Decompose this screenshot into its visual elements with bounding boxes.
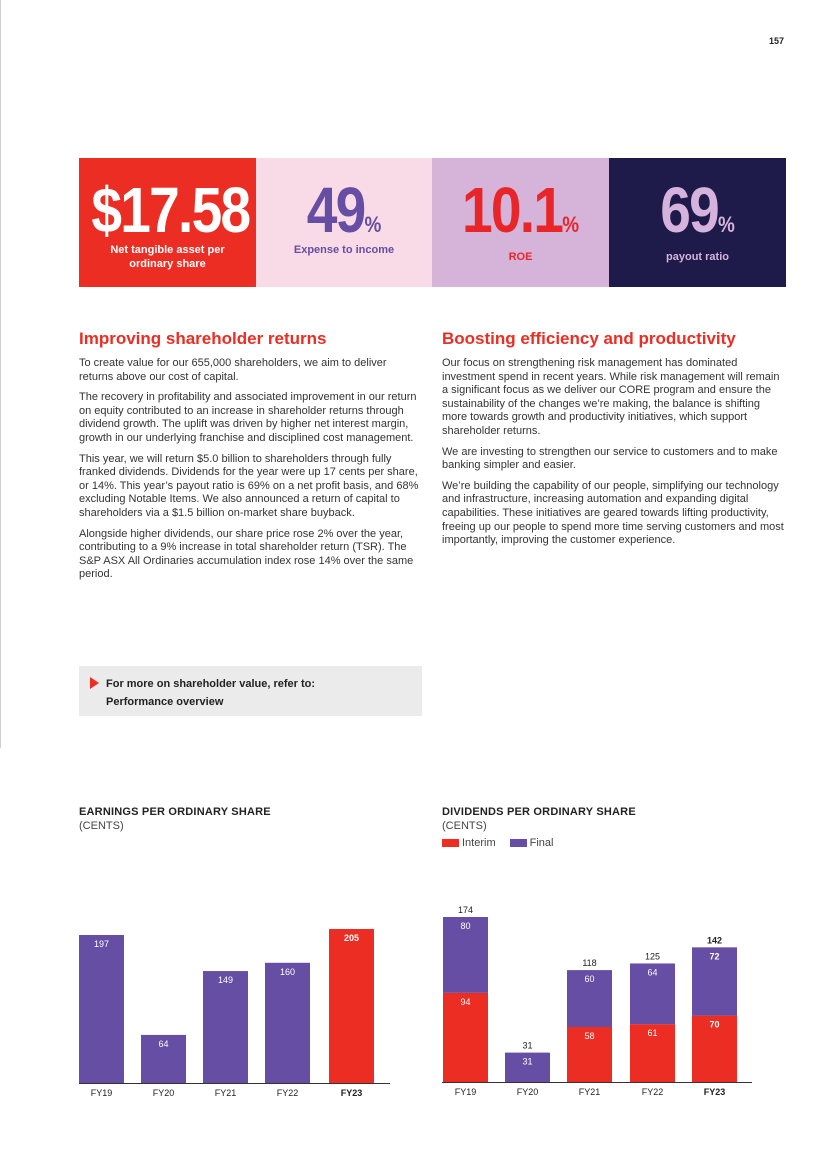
dps-total-label: 142 (707, 935, 722, 945)
section-heading: Improving shareholder returns (79, 329, 327, 348)
dps-interim-label: 94 (460, 997, 470, 1007)
kpi-label: payout ratio (666, 251, 729, 263)
eps-data-label: 149 (218, 975, 233, 985)
kpi-label: Expense to income (293, 244, 395, 256)
dps-bar-interim-fy23 (692, 1015, 737, 1082)
kpi-label: ROE (508, 251, 533, 263)
paragraph: Our focus on strengthening risk manageme… (442, 357, 780, 437)
eps-tick-label: FY21 (215, 1088, 237, 1098)
kpi-expense-to-income: 49% Expense to income (256, 158, 432, 287)
eps-tick-label: FY22 (277, 1088, 299, 1098)
dps-chart-subtitle: (CENTS) (442, 820, 487, 832)
dps-final-label: 64 (647, 967, 657, 977)
dps-tick-label: FY22 (642, 1087, 664, 1097)
kpi-roe: 10.1% ROE (432, 158, 609, 287)
eps-tick-label: FY20 (153, 1088, 175, 1098)
dps-tick-label: FY23 (704, 1087, 726, 1097)
eps-chart-subtitle: (CENTS) (79, 820, 124, 832)
dps-interim-label: 70 (709, 1020, 719, 1030)
dps-tick-label: FY19 (455, 1087, 477, 1097)
kpi-banner: $17.58 Net tangible asset per ordinary s… (79, 158, 786, 287)
dps-bar-final-fy20 (505, 1052, 550, 1082)
eps-bar-fy22 (265, 962, 310, 1083)
kpi-value: 69% (660, 174, 735, 246)
dps-legend: Interim Final (442, 837, 567, 849)
paragraph: The recovery in profitability and associ… (79, 391, 417, 444)
kpi-value: 10.1% (461, 174, 580, 246)
dps-bar-final-fy22 (630, 963, 675, 1025)
dps-final-label: 31 (522, 1057, 532, 1067)
legend-swatch (442, 839, 459, 847)
legend-swatch (509, 839, 527, 847)
eps-bar-fy19 (79, 935, 124, 1083)
legend-label: Final (529, 837, 554, 849)
kpi-value: $17.58 (91, 174, 251, 246)
dps-bar-interim-fy22 (630, 1024, 675, 1082)
paragraph: We are investing to strengthen our servi… (442, 445, 778, 472)
shareholder-returns-section: Improving shareholder returns To create … (79, 329, 419, 589)
dps-interim-label: 61 (647, 1028, 657, 1038)
dps-bar-interim-fy21 (567, 1027, 612, 1082)
performance-overview-link[interactable]: Performance overview (106, 696, 224, 708)
dps-bar-final-fy23 (692, 947, 737, 1016)
eps-bar-fy23 (329, 929, 374, 1083)
dps-tick-label: FY20 (517, 1087, 539, 1097)
efficiency-section: Boosting efficiency and productivity Our… (442, 329, 787, 555)
page-number: 157 (769, 36, 785, 46)
eps-data-label: 64 (158, 1039, 168, 1049)
eps-tick-label: FY19 (91, 1088, 113, 1098)
more-info-text: For more on shareholder value, refer to: (106, 678, 316, 690)
dps-total-label: 174 (458, 905, 473, 915)
legend-label: Interim (462, 837, 496, 849)
eps-data-label: 197 (94, 939, 109, 949)
dps-bar-final-fy21 (567, 970, 612, 1027)
dps-total-label: 31 (522, 1041, 532, 1051)
page-margin-rule (0, 0, 1, 748)
eps-data-label: 205 (344, 933, 359, 943)
dps-chart-title: DIVIDENDS PER ORDINARY SHARE (442, 806, 636, 818)
dps-total-label: 125 (645, 951, 660, 961)
kpi-payout-ratio: 69% payout ratio (609, 158, 786, 287)
dps-bar-interim-fy19 (443, 992, 488, 1082)
dps-final-label: 80 (460, 921, 470, 931)
dps-final-label: 72 (709, 951, 719, 961)
paragraph: Alongside higher dividends, our share pr… (79, 527, 414, 581)
eps-chart-title: EARNINGS PER ORDINARY SHARE (79, 806, 271, 818)
paragraph: We’re building the capability of our peo… (442, 479, 784, 547)
eps-data-label: 160 (280, 967, 295, 977)
dps-final-label: 60 (584, 974, 594, 984)
dps-bar-final-fy19 (443, 917, 488, 993)
kpi-net-tangible-asset: $17.58 Net tangible asset per ordinary s… (79, 158, 256, 287)
dps-interim-label: 58 (584, 1031, 594, 1041)
eps-bar-fy21 (203, 971, 248, 1083)
more-info-callout[interactable]: For more on shareholder value, refer to:… (79, 666, 422, 716)
kpi-value: 49% (306, 174, 382, 246)
eps-bar-fy20 (141, 1034, 186, 1083)
arrow-right-icon (90, 677, 99, 689)
dps-tick-label: FY21 (579, 1087, 601, 1097)
kpi-label: Net tangible asset per ordinary share (110, 244, 225, 270)
paragraph: To create value for our 655,000 sharehol… (79, 357, 387, 383)
legend-item-final: Final (509, 837, 554, 849)
section-heading: Boosting efficiency and productivity (442, 329, 736, 348)
legend-item-interim: Interim (442, 837, 496, 849)
dps-total-label: 118 (582, 958, 596, 968)
paragraph: This year, we will return $5.0 billion t… (79, 452, 419, 519)
eps-tick-label: FY23 (341, 1088, 363, 1098)
